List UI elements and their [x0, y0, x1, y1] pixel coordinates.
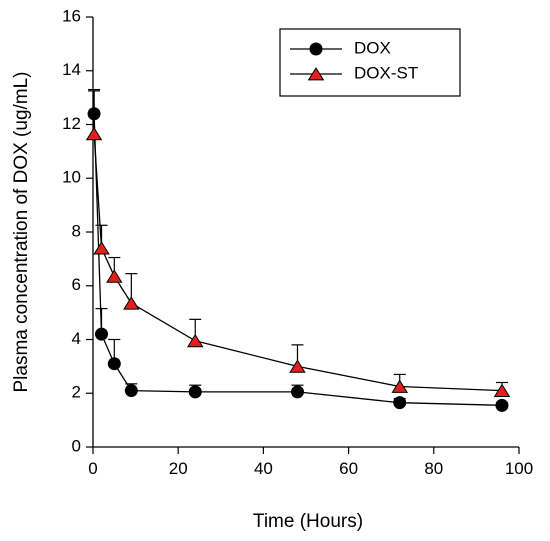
- y-tick-label: 0: [72, 436, 81, 455]
- legend-marker-dox-st: [307, 67, 325, 81]
- x-tick-label: 0: [88, 459, 97, 478]
- data-point-dox-st: [493, 383, 511, 397]
- legend-label-dox-st: DOX-ST: [354, 63, 418, 82]
- data-point-dox-st: [391, 379, 408, 393]
- legend-marker-dox: [309, 42, 323, 56]
- y-axis-title: Plasma concentration of DOX (ug/mL): [11, 71, 32, 392]
- y-tick-label: 2: [72, 383, 81, 402]
- data-point-dox: [495, 398, 509, 412]
- legend: DOX DOX-ST: [279, 28, 461, 97]
- data-point-dox-st: [187, 333, 204, 348]
- data-point-dox: [95, 327, 109, 341]
- data-point-dox-st: [93, 241, 110, 255]
- x-tick-label: 80: [424, 459, 443, 478]
- legend-box: [279, 28, 461, 97]
- legend-label-dox: DOX: [354, 38, 391, 57]
- data-point-dox: [124, 384, 138, 398]
- data-point-dox: [188, 385, 202, 399]
- x-tick-label: 20: [169, 459, 188, 478]
- x-tick-label: 60: [339, 459, 358, 478]
- x-tick-label: 100: [505, 459, 533, 478]
- y-tick-label: 6: [72, 275, 81, 294]
- data-point-dox-st: [289, 359, 306, 373]
- y-axis-title-group: Plasma concentration of DOX (ug/mL): [11, 71, 32, 392]
- x-tick-label: 40: [254, 459, 273, 478]
- x-axis-title: Time (Hours): [253, 511, 363, 532]
- y-tick-label: 16: [62, 6, 81, 25]
- y-tick-label: 14: [62, 60, 81, 79]
- y-tick-label: 12: [62, 114, 81, 133]
- y-tick-label: 10: [62, 168, 81, 187]
- y-tick-label: 4: [72, 329, 81, 348]
- data-point-dox-st: [106, 269, 123, 283]
- data-point-dox-st: [85, 126, 103, 141]
- data-point-dox: [107, 357, 121, 371]
- data-point-dox-st: [123, 296, 140, 310]
- data-point-dox: [290, 385, 304, 399]
- plot-area: 0 2 4 6 8 10 12 14 16 0 20 40 60 80 100: [62, 6, 533, 478]
- data-point-dox: [393, 396, 407, 410]
- y-tick-label: 8: [72, 221, 81, 240]
